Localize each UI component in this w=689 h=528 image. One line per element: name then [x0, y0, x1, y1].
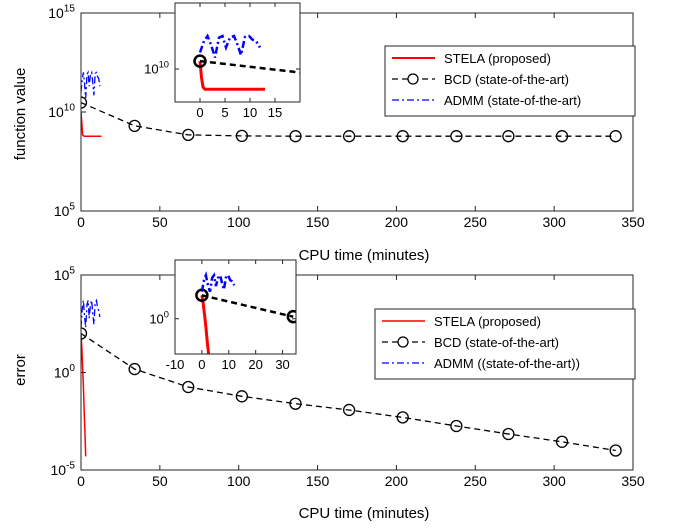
top-inset-xtick-label-3: 15	[268, 105, 282, 120]
bottom-ytick-label-2: 105	[54, 266, 76, 283]
bottom-inset-xtick-label-3: 20	[248, 357, 262, 372]
top-legend-label-bcd: BCD (state-of-the-art)	[444, 72, 569, 87]
top-series-bcd-marker-2	[182, 128, 195, 142]
top-inset-series-group	[193, 33, 300, 91]
top-series-bcd-marker-4	[289, 130, 302, 143]
bottom-inset-series-stela-line	[200, 295, 211, 354]
top-series-bcd-marker-0	[81, 96, 88, 109]
top-series-admm-line	[81, 70, 101, 99]
bottom-series-bcd-marker-7	[450, 419, 463, 433]
top-legend: STELA (proposed) BCD (state-of-the-art) …	[384, 45, 636, 117]
top-legend-label-admm: ADMM (state-of-the-art)	[444, 93, 581, 108]
bottom-series-bcd-marker-1	[128, 362, 141, 376]
bottom-series-bcd-line	[81, 332, 616, 452]
bottom-series-bcd-marker-9	[555, 435, 569, 448]
bottom-inset-series-admm-line	[200, 270, 236, 293]
top-xtick-label-0: 0	[77, 214, 85, 230]
top-series-bcd-marker-5	[342, 130, 356, 143]
top-legend-marker-bcd	[407, 73, 419, 85]
top-xtick-label-7: 350	[621, 214, 645, 230]
bottom-panel: error CPU time (minutes) 0 50 100 150 200 250…	[12, 259, 645, 522]
bottom-legend-marker-bcd	[397, 336, 409, 348]
bottom-inset-xtick-label-4: 30	[275, 357, 289, 372]
bottom-series-admm-line	[81, 298, 101, 328]
top-xlabel: CPU time (minutes)	[299, 247, 430, 264]
top-series-bcd-line	[81, 102, 616, 137]
top-ytick-label-1: 1010	[48, 103, 75, 120]
bottom-xtick-label-5: 250	[464, 473, 488, 489]
top-inset-frame	[174, 2, 301, 103]
bottom-ytick-label-0: 10-5	[50, 461, 75, 478]
bottom-inset-xtick-label-0: -10	[166, 357, 185, 372]
top-xtick-label-5: 250	[464, 214, 488, 230]
bottom-xtick-label-1: 50	[152, 473, 168, 489]
bottom-inset-xtick-label-1: 0	[198, 357, 205, 372]
bottom-inset-series-bcd-line	[201, 294, 294, 318]
top-xtick-label-1: 50	[152, 214, 168, 230]
top-series-bcd-marker-1	[128, 119, 141, 132]
bottom-xtick-label-4: 200	[385, 473, 409, 489]
top-ytick-label-2: 1015	[48, 4, 75, 21]
bottom-inset-ytick-label-0: 100	[149, 309, 169, 326]
top-ytick-label-0: 105	[54, 202, 76, 219]
bottom-inset-series-bcd-marker-1	[286, 309, 296, 324]
top-xtick-label-6: 300	[542, 214, 566, 230]
bottom-series-bcd-marker-6	[396, 411, 409, 424]
bottom-xtick-label-2: 100	[227, 473, 251, 489]
top-xtick-label-4: 200	[385, 214, 409, 230]
bottom-series-bcd-marker-5	[342, 403, 356, 417]
top-ylabel: function value	[12, 68, 29, 161]
top-xtick-label-2: 100	[227, 214, 251, 230]
top-legend-label-stela: STELA (proposed)	[444, 51, 551, 66]
top-inset: 0 5 10 15 1010	[144, 2, 301, 120]
top-inset-ytick-label-0: 1010	[144, 60, 169, 77]
bottom-series-stela-line	[81, 333, 87, 457]
bottom-series-group	[81, 298, 622, 457]
top-series-group	[81, 70, 622, 143]
bottom-series-bcd-marker-0	[81, 327, 88, 340]
top-inset-series-bcd-line	[199, 59, 300, 74]
bottom-inset-background	[175, 260, 296, 354]
top-series-bcd-marker-8	[502, 130, 515, 143]
top-inset-series-admm-line	[198, 33, 262, 60]
bottom-inset-frame	[174, 259, 297, 355]
top-inset-xtick-label-2: 10	[243, 105, 257, 120]
top-inset-xtick-label-1: 5	[221, 105, 228, 120]
bottom-xlabel: CPU time (minutes)	[299, 505, 430, 522]
bottom-inset: -10 0 10 20 30 100	[149, 259, 297, 372]
bottom-ylabel: error	[12, 354, 29, 386]
bottom-inset-xtick-label-2: 10	[222, 357, 236, 372]
bottom-series-bcd-marker-2	[182, 380, 195, 394]
top-inset-xtick-label-0: 0	[196, 105, 203, 120]
bottom-inset-series-group	[195, 270, 296, 354]
bottom-xtick-label-0: 0	[77, 473, 85, 489]
bottom-ytick-label-1: 100	[54, 363, 76, 380]
bottom-xtick-label-7: 350	[621, 473, 645, 489]
bottom-xtick-label-3: 150	[306, 473, 330, 489]
top-series-stela-line	[81, 111, 102, 137]
top-xtick-label-3: 150	[306, 214, 330, 230]
top-inset-series-bcd-marker-0	[193, 54, 207, 68]
bottom-series-bcd-marker-3	[235, 390, 249, 403]
top-inset-series-stela-line	[198, 60, 265, 91]
top-series-bcd-marker-10	[609, 130, 622, 143]
top-inset-background	[175, 3, 300, 102]
bottom-series-bcd-marker-10	[609, 444, 622, 457]
top-series-bcd-marker-7	[450, 130, 463, 143]
bottom-series-bcd-marker-4	[289, 397, 302, 410]
bottom-series-bcd-marker-8	[502, 427, 515, 441]
bottom-legend-label-admm: ADMM ((state-of-the-art))	[434, 356, 580, 371]
top-panel: function value CPU time (minutes) 0 50 100…	[12, 2, 645, 264]
bottom-legend-label-bcd: BCD (state-of-the-art)	[434, 335, 559, 350]
top-series-bcd-marker-3	[235, 129, 249, 143]
bottom-legend-label-stela: STELA (proposed)	[434, 314, 541, 329]
top-series-bcd-marker-6	[396, 130, 409, 143]
top-series-bcd-marker-9	[555, 130, 569, 143]
bottom-xtick-label-6: 300	[542, 473, 566, 489]
bottom-legend: STELA (proposed) BCD (state-of-the-art) …	[374, 308, 636, 380]
